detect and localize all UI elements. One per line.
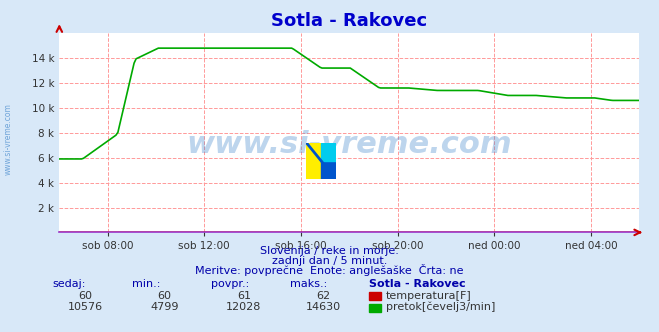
- Bar: [369, 304, 381, 312]
- Text: zadnji dan / 5 minut.: zadnji dan / 5 minut.: [272, 256, 387, 266]
- Text: Meritve: povprečne  Enote: anglešaške  Črta: ne: Meritve: povprečne Enote: anglešaške Črt…: [195, 264, 464, 276]
- Text: min.:: min.:: [132, 279, 160, 289]
- Text: temperatura[F]: temperatura[F]: [386, 291, 471, 301]
- Text: povpr.:: povpr.:: [211, 279, 249, 289]
- Bar: [369, 292, 381, 300]
- Text: maks.:: maks.:: [290, 279, 328, 289]
- Text: 4799: 4799: [150, 302, 179, 312]
- Text: 10576: 10576: [68, 302, 103, 312]
- Text: 60: 60: [78, 291, 93, 301]
- Text: pretok[čevelj3/min]: pretok[čevelj3/min]: [386, 302, 495, 312]
- Text: 61: 61: [237, 291, 251, 301]
- Text: 60: 60: [158, 291, 172, 301]
- Text: sedaj:: sedaj:: [53, 279, 86, 289]
- Text: www.si-vreme.com: www.si-vreme.com: [3, 104, 13, 175]
- Bar: [306, 143, 322, 179]
- Bar: [322, 161, 336, 179]
- Text: www.si-vreme.com: www.si-vreme.com: [186, 130, 512, 159]
- Text: 14630: 14630: [305, 302, 341, 312]
- Bar: [322, 143, 336, 161]
- Text: Slovenija / reke in morje.: Slovenija / reke in morje.: [260, 246, 399, 256]
- Title: Sotla - Rakovec: Sotla - Rakovec: [272, 12, 427, 30]
- Text: 62: 62: [316, 291, 330, 301]
- Text: Sotla - Rakovec: Sotla - Rakovec: [369, 279, 466, 289]
- Text: 12028: 12028: [226, 302, 262, 312]
